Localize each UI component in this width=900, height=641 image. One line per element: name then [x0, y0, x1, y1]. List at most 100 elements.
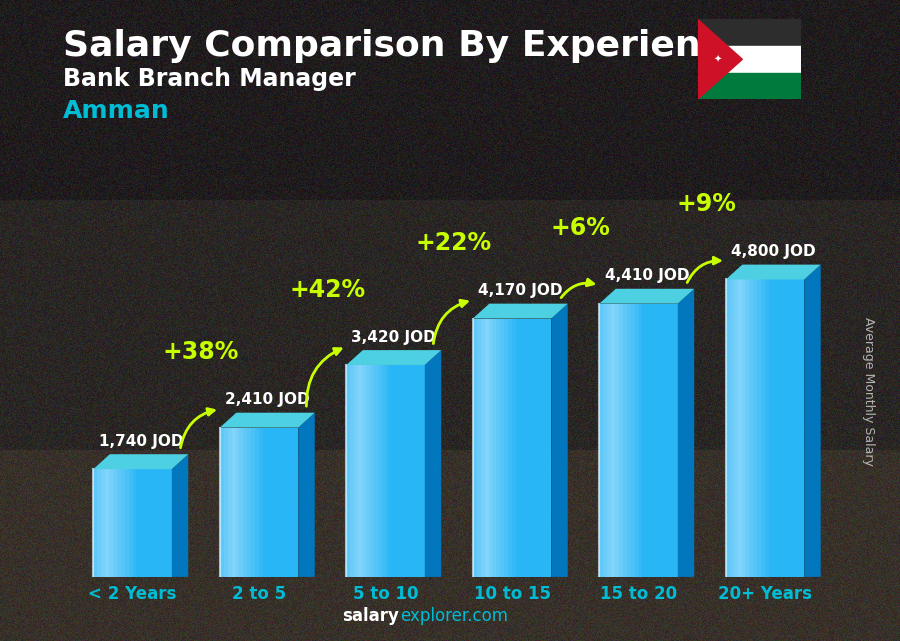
- Polygon shape: [239, 428, 243, 577]
- Text: 2,410 JOD: 2,410 JOD: [225, 392, 310, 407]
- Polygon shape: [492, 319, 497, 577]
- Polygon shape: [750, 279, 753, 577]
- Polygon shape: [148, 469, 152, 577]
- Polygon shape: [117, 469, 121, 577]
- Polygon shape: [220, 428, 224, 577]
- Polygon shape: [527, 319, 532, 577]
- Text: 3,420 JOD: 3,420 JOD: [351, 329, 436, 345]
- Polygon shape: [370, 365, 374, 577]
- Polygon shape: [634, 304, 638, 577]
- Polygon shape: [662, 304, 666, 577]
- Polygon shape: [761, 279, 765, 577]
- Polygon shape: [140, 469, 144, 577]
- Polygon shape: [497, 319, 500, 577]
- Polygon shape: [236, 428, 239, 577]
- Polygon shape: [734, 279, 738, 577]
- Polygon shape: [547, 319, 552, 577]
- Polygon shape: [725, 279, 730, 577]
- Polygon shape: [397, 365, 401, 577]
- Polygon shape: [251, 428, 255, 577]
- Polygon shape: [144, 469, 148, 577]
- Polygon shape: [413, 365, 417, 577]
- Text: +22%: +22%: [416, 231, 491, 255]
- Text: 1,740 JOD: 1,740 JOD: [98, 433, 183, 449]
- Polygon shape: [674, 304, 678, 577]
- Polygon shape: [552, 304, 568, 577]
- Text: +38%: +38%: [163, 340, 239, 364]
- Polygon shape: [160, 469, 164, 577]
- Polygon shape: [355, 365, 358, 577]
- Polygon shape: [421, 365, 425, 577]
- Polygon shape: [113, 469, 117, 577]
- Polygon shape: [172, 454, 188, 577]
- Polygon shape: [267, 428, 271, 577]
- Polygon shape: [109, 469, 113, 577]
- Polygon shape: [105, 469, 109, 577]
- Bar: [698, 72, 801, 99]
- Polygon shape: [410, 365, 413, 577]
- Polygon shape: [405, 365, 410, 577]
- Polygon shape: [390, 365, 393, 577]
- Polygon shape: [608, 304, 611, 577]
- Polygon shape: [745, 279, 750, 577]
- Text: 4,800 JOD: 4,800 JOD: [731, 244, 815, 259]
- Polygon shape: [291, 428, 294, 577]
- Text: +6%: +6%: [550, 217, 610, 240]
- Polygon shape: [544, 319, 547, 577]
- Polygon shape: [385, 365, 390, 577]
- Polygon shape: [243, 428, 248, 577]
- Text: salary: salary: [342, 607, 399, 625]
- Polygon shape: [725, 265, 821, 279]
- Polygon shape: [374, 365, 378, 577]
- Polygon shape: [152, 469, 156, 577]
- Text: ✦: ✦: [714, 54, 722, 64]
- Text: Bank Branch Manager: Bank Branch Manager: [63, 67, 356, 91]
- Polygon shape: [742, 279, 745, 577]
- Polygon shape: [793, 279, 796, 577]
- Polygon shape: [666, 304, 670, 577]
- Polygon shape: [769, 279, 773, 577]
- Polygon shape: [651, 304, 654, 577]
- Text: Average Monthly Salary: Average Monthly Salary: [862, 317, 875, 465]
- Polygon shape: [738, 279, 742, 577]
- Polygon shape: [220, 413, 315, 428]
- Polygon shape: [417, 365, 421, 577]
- Polygon shape: [481, 319, 484, 577]
- Polygon shape: [599, 289, 694, 304]
- Polygon shape: [539, 319, 544, 577]
- Polygon shape: [346, 365, 350, 577]
- Polygon shape: [670, 304, 674, 577]
- Polygon shape: [603, 304, 608, 577]
- Polygon shape: [512, 319, 516, 577]
- Polygon shape: [263, 428, 267, 577]
- Polygon shape: [615, 304, 619, 577]
- Polygon shape: [785, 279, 788, 577]
- Polygon shape: [484, 319, 489, 577]
- Polygon shape: [231, 428, 236, 577]
- Polygon shape: [259, 428, 263, 577]
- Text: +42%: +42%: [289, 278, 365, 302]
- Polygon shape: [294, 428, 298, 577]
- Polygon shape: [599, 304, 603, 577]
- Polygon shape: [631, 304, 634, 577]
- Polygon shape: [129, 469, 132, 577]
- Polygon shape: [156, 469, 160, 577]
- Polygon shape: [94, 469, 97, 577]
- Polygon shape: [757, 279, 761, 577]
- Polygon shape: [346, 350, 441, 365]
- Polygon shape: [643, 304, 646, 577]
- Polygon shape: [524, 319, 527, 577]
- Polygon shape: [638, 304, 643, 577]
- Polygon shape: [382, 365, 385, 577]
- Polygon shape: [489, 319, 492, 577]
- Polygon shape: [698, 19, 742, 99]
- Polygon shape: [520, 319, 524, 577]
- Polygon shape: [777, 279, 780, 577]
- Polygon shape: [780, 279, 785, 577]
- Polygon shape: [283, 428, 286, 577]
- Polygon shape: [279, 428, 283, 577]
- Text: Amman: Amman: [63, 99, 170, 123]
- Polygon shape: [536, 319, 539, 577]
- Polygon shape: [646, 304, 651, 577]
- Polygon shape: [753, 279, 757, 577]
